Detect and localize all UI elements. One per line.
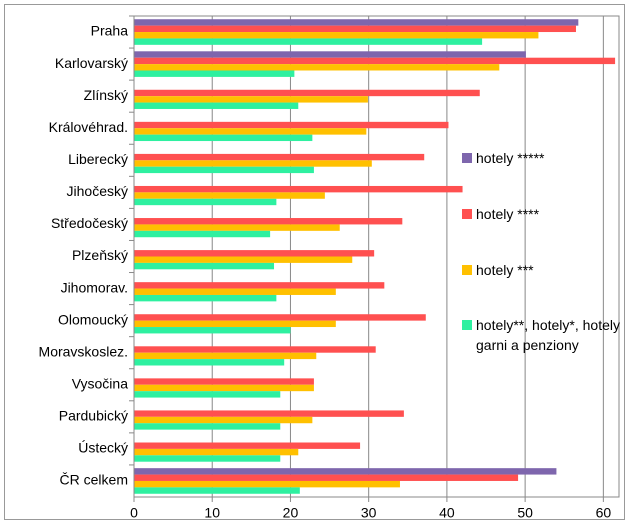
bar [134, 474, 519, 481]
bar [134, 448, 299, 456]
bar [134, 192, 325, 199]
bar [134, 102, 299, 109]
bar [134, 166, 314, 174]
y-tick-label: Ústecký [78, 440, 128, 456]
y-tick-label: Vysočina [72, 375, 129, 391]
bar [134, 51, 526, 58]
bar [134, 410, 404, 417]
bar [134, 455, 281, 462]
bar [134, 262, 275, 270]
bar [134, 224, 340, 231]
bar [134, 96, 368, 103]
legend-label: hotely ***** [476, 150, 545, 166]
legend-item: hotely **** [462, 204, 622, 224]
legend-swatch [462, 320, 472, 330]
bar [134, 378, 314, 385]
bar [134, 57, 616, 65]
legend-swatch [462, 153, 472, 163]
y-tick-label: Olomoucký [58, 311, 128, 327]
legend-label: hotely *** [476, 262, 534, 278]
bar [134, 391, 281, 398]
x-tick-label: 20 [283, 505, 299, 521]
x-tick-label: 50 [517, 505, 533, 521]
chart-frame [4, 4, 625, 520]
bar [134, 288, 336, 295]
x-tick-label: 40 [439, 505, 455, 521]
bar [134, 70, 295, 77]
bar [134, 384, 314, 392]
bar [134, 185, 463, 193]
bar [134, 19, 579, 26]
bar [134, 128, 367, 135]
legend-swatch [462, 265, 472, 275]
y-tick-label: Plzeňský [72, 247, 128, 263]
bar [134, 346, 376, 353]
y-tick-label: Středočeský [51, 215, 128, 231]
bar [134, 38, 483, 45]
x-tick-label: 30 [361, 505, 377, 521]
bar [134, 134, 313, 142]
bar [134, 294, 277, 302]
bar [134, 480, 400, 488]
bar [134, 327, 291, 334]
bar [134, 160, 372, 167]
bar [134, 25, 576, 33]
legend-swatch [462, 209, 472, 219]
y-tick-label: Liberecký [68, 151, 128, 167]
y-tick-label: Jihomorav. [61, 279, 128, 295]
bar [134, 256, 353, 263]
bar [134, 320, 336, 328]
y-tick-label: ČR celkem [60, 472, 128, 488]
y-tick-label: Zlínský [84, 87, 128, 103]
legend-label: hotely **** [476, 206, 540, 222]
bar [134, 359, 285, 366]
bar [134, 282, 385, 289]
bar [134, 250, 375, 257]
y-tick-label: Praha [91, 23, 129, 39]
bar [134, 230, 271, 238]
bar [134, 352, 317, 360]
y-tick-label: Pardubický [59, 408, 128, 424]
bar [134, 468, 557, 475]
y-tick-label: Královéhrad. [49, 119, 128, 135]
legend-item: hotely ***** [462, 148, 622, 168]
bar [134, 198, 277, 206]
bar [134, 89, 480, 97]
y-tick-label: Karlovarský [55, 55, 128, 71]
y-tick-label: Jihočeský [67, 183, 128, 199]
bar [134, 64, 500, 71]
bar [134, 32, 539, 39]
x-tick-label: 10 [204, 505, 220, 521]
bar [134, 153, 425, 161]
bar [134, 314, 426, 321]
bar [134, 218, 403, 225]
legend-item: hotely *** [462, 260, 622, 280]
legend-label: hotely**, hotely*, hotely garni a penzio… [476, 317, 620, 353]
legend-item: hotely**, hotely*, hotely garni a penzio… [462, 315, 622, 355]
x-tick-label: 0 [130, 505, 138, 521]
bar [134, 487, 300, 494]
x-tick-label: 60 [596, 505, 612, 521]
bar [134, 121, 449, 129]
y-tick-label: Moravskoslez. [39, 343, 128, 359]
bar [134, 423, 281, 430]
bar [134, 442, 361, 449]
bar [134, 416, 313, 424]
